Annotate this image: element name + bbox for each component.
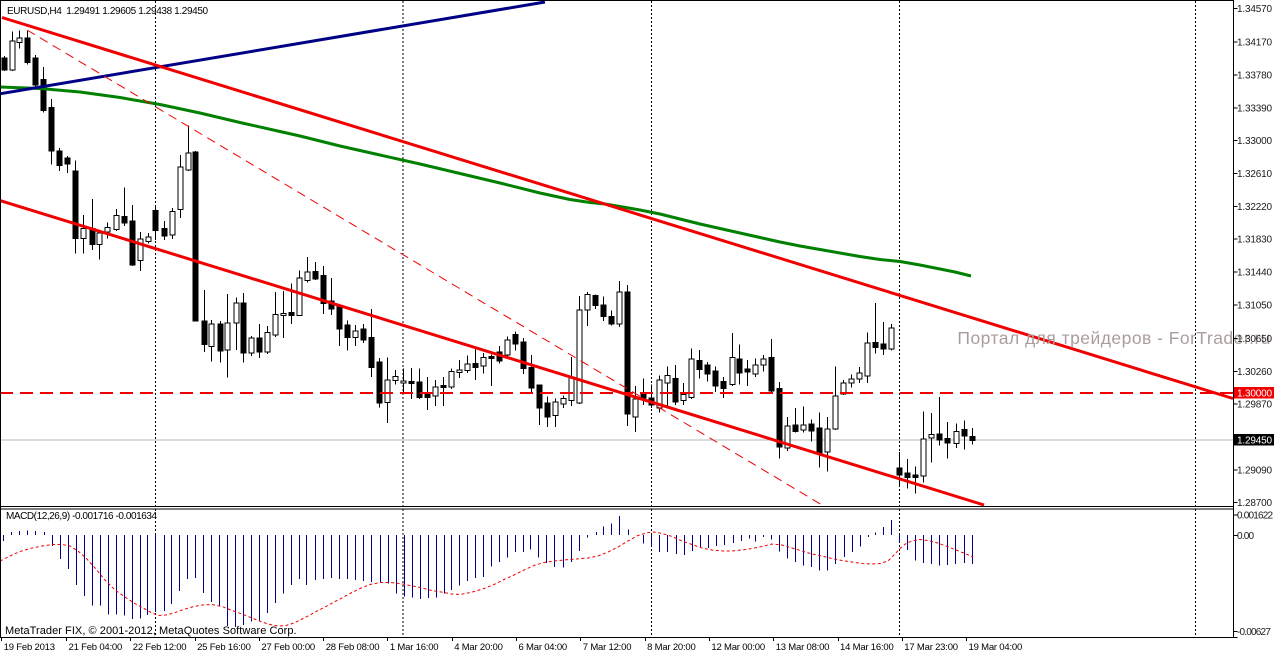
svg-text:0.001622: 0.001622 <box>1237 511 1274 522</box>
svg-text:19 Mar 04:00: 19 Mar 04:00 <box>969 642 1023 653</box>
svg-text:-0.00627: -0.00627 <box>1237 627 1271 638</box>
svg-text:6 Mar 04:00: 6 Mar 04:00 <box>519 642 568 653</box>
svg-text:17 Mar 23:00: 17 Mar 23:00 <box>904 642 958 653</box>
svg-text:12 Mar 00:00: 12 Mar 00:00 <box>711 642 765 653</box>
svg-text:1.31440: 1.31440 <box>1237 268 1272 279</box>
svg-text:1.31050: 1.31050 <box>1237 300 1272 311</box>
svg-text:21 Feb 04:00: 21 Feb 04:00 <box>69 642 123 653</box>
svg-text:22 Feb 12:00: 22 Feb 12:00 <box>133 642 187 653</box>
svg-text:28 Feb 08:00: 28 Feb 08:00 <box>326 642 380 653</box>
svg-text:1.30260: 1.30260 <box>1237 367 1272 378</box>
svg-text:19 Feb 2013: 19 Feb 2013 <box>4 642 55 653</box>
svg-text:0.00: 0.00 <box>1237 531 1255 542</box>
svg-text:1.29090: 1.29090 <box>1237 465 1272 476</box>
svg-text:1.29450: 1.29450 <box>1237 436 1272 447</box>
svg-text:1 Mar 16:00: 1 Mar 16:00 <box>390 642 439 653</box>
svg-text:14 Mar 16:00: 14 Mar 16:00 <box>840 642 894 653</box>
svg-text:1.30000: 1.30000 <box>1237 389 1272 400</box>
svg-text:MetaTrader FIX, © 2001-2012, M: MetaTrader FIX, © 2001-2012, MetaQuotes … <box>5 625 297 637</box>
svg-text:1.33000: 1.33000 <box>1237 136 1272 147</box>
svg-text:7 Mar 12:00: 7 Mar 12:00 <box>583 642 632 653</box>
svg-text:MACD(12,26,9) -0.001716 -0.001: MACD(12,26,9) -0.001716 -0.001634 <box>6 511 157 522</box>
svg-text:1.31830: 1.31830 <box>1237 235 1272 246</box>
svg-text:1.30650: 1.30650 <box>1237 334 1272 345</box>
svg-text:25 Feb 16:00: 25 Feb 16:00 <box>197 642 251 653</box>
svg-text:1.32220: 1.32220 <box>1237 202 1272 213</box>
svg-text:4 Mar 20:00: 4 Mar 20:00 <box>454 642 503 653</box>
svg-text:1.32610: 1.32610 <box>1237 169 1272 180</box>
svg-text:EURUSD,H4 1.29491 1.29605 1.2: EURUSD,H4 1.29491 1.29605 1.29438 1.2945… <box>7 6 209 17</box>
svg-text:1.29870: 1.29870 <box>1237 400 1272 411</box>
svg-text:1.28700: 1.28700 <box>1237 498 1272 509</box>
svg-text:1.34570: 1.34570 <box>1237 4 1272 15</box>
svg-text:13 Mar 08:00: 13 Mar 08:00 <box>776 642 830 653</box>
svg-text:1.34170: 1.34170 <box>1237 38 1272 49</box>
svg-text:1.33780: 1.33780 <box>1237 71 1272 82</box>
svg-text:1.33390: 1.33390 <box>1237 103 1272 114</box>
svg-text:27 Feb 00:00: 27 Feb 00:00 <box>261 642 315 653</box>
svg-text:Портал для трейдеров - ForTrad: Портал для трейдеров - ForTrader.ru <box>957 328 1271 348</box>
svg-text:8 Mar 20:00: 8 Mar 20:00 <box>647 642 696 653</box>
